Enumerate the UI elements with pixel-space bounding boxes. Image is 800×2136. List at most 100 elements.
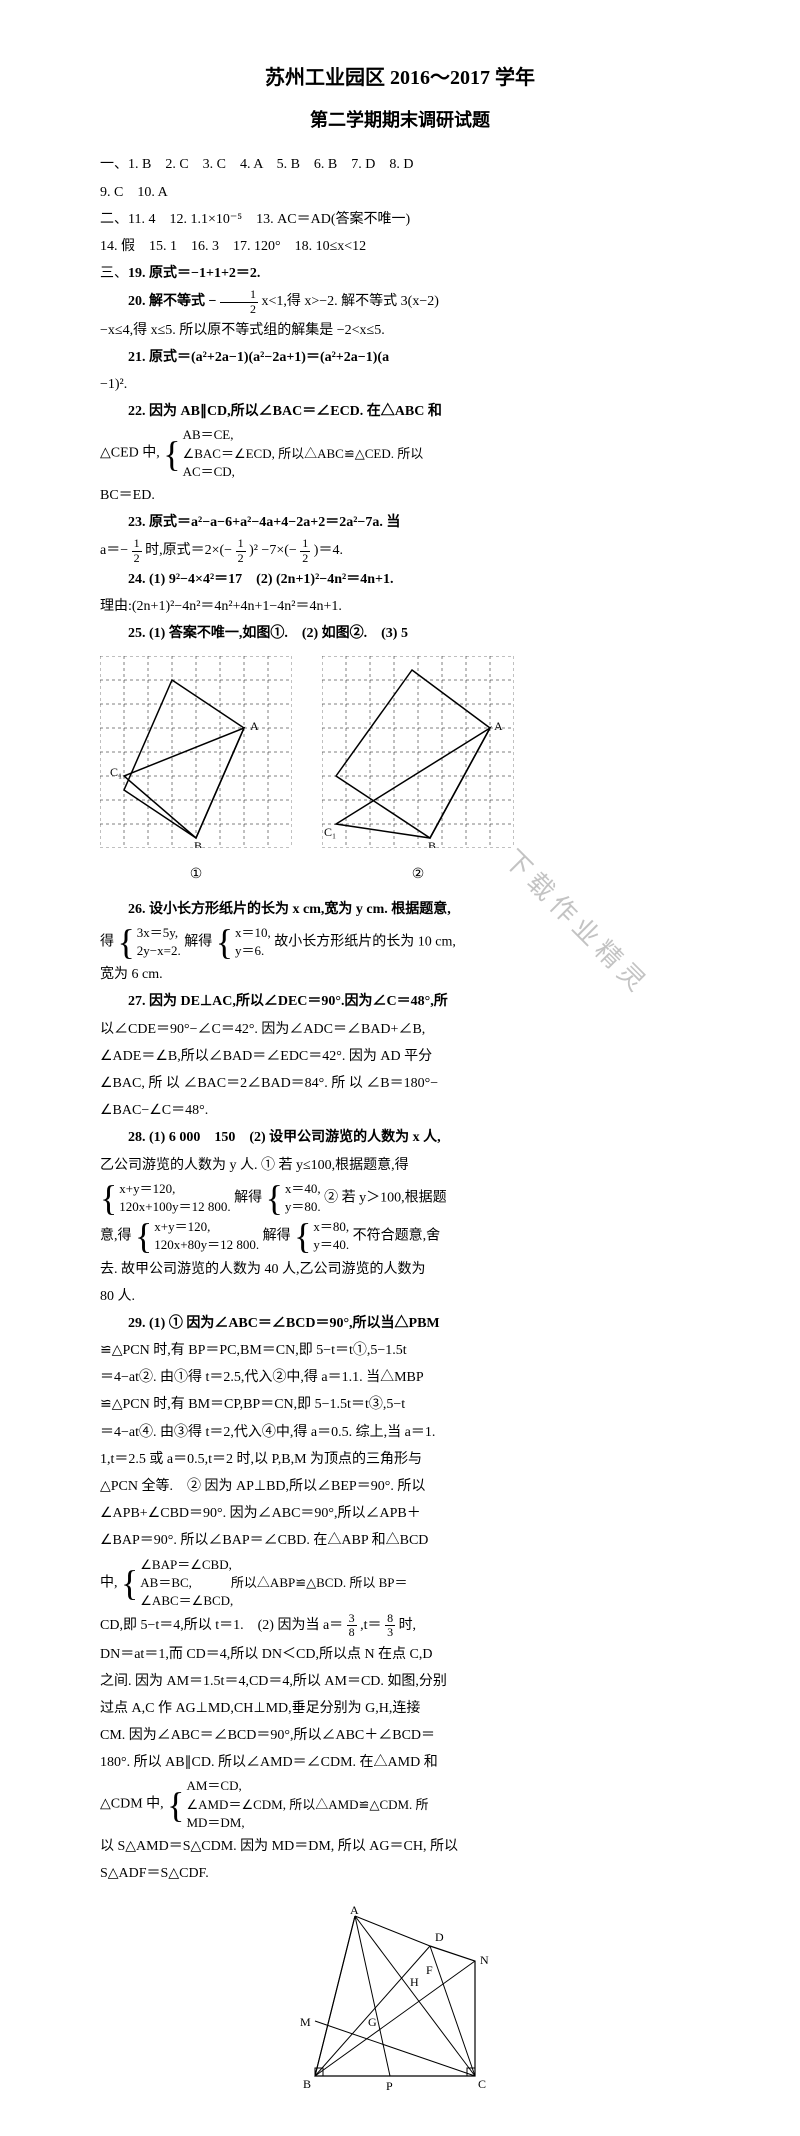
q29-b6: MD＝DM, bbox=[186, 1814, 428, 1832]
q22-line1: 22. 因为 AB∥CD,所以∠BAC＝∠ECD. 在△ABC 和 bbox=[100, 399, 700, 424]
section3-header: 三、 bbox=[100, 266, 128, 281]
q29-line15: CM. 因为∠ABC＝∠BCD＝90°,所以∠ABC＋∠BCD＝ bbox=[100, 1723, 700, 1748]
q27-line1: 27. 因为 DE⊥AC,所以∠DEC＝90°.因为∠C＝48°,所 bbox=[100, 989, 700, 1014]
den: 2 bbox=[132, 552, 142, 565]
q19: 19. 原式＝−1+1+2＝2. bbox=[128, 266, 260, 281]
q22-brace-line: △CED 中, { AB＝CE, ∠BAC＝∠ECD, 所以△ABC≌△CED.… bbox=[100, 426, 700, 481]
q29-line3: ＝4−at②. 由①得 t＝2.5,代入②中,得 a＝1.1. 当△MBP bbox=[100, 1365, 700, 1390]
section2-line2: 14. 假 15. 1 16. 3 17. 120° 18. 10≤x<12 bbox=[100, 234, 700, 259]
q27-t1: 27. 因为 DE⊥AC,所以∠DEC＝90°.因为∠C＝48°,所 bbox=[128, 994, 448, 1009]
brace-icon: { bbox=[163, 436, 180, 472]
q27-line4: ∠BAC, 所 以 ∠BAC＝2∠BAD＝84°. 所 以 ∠B＝180°− bbox=[100, 1071, 700, 1096]
q29-b3: ∠ABC＝∠BCD, bbox=[140, 1592, 407, 1610]
fig3-outline bbox=[315, 1916, 475, 2076]
q29-line13: 之间. 因为 AM＝1.5t＝4,CD＝4,所以 AM＝CD. 如图,分别 bbox=[100, 1669, 700, 1694]
q28-b1b: 120x+100y＝12 800. bbox=[119, 1198, 230, 1216]
q20-line2: −x≤4,得 x≤5. 所以原不等式组的解集是 −2<x≤5. bbox=[100, 318, 700, 343]
q29-br1: {∠BAP＝∠CBD,AB＝BC, 所以△ABP≌△BCD. 所以 BP＝∠AB… bbox=[121, 1556, 408, 1611]
q29-b2: AB＝BC, 所以△ABP≌△BCD. 所以 BP＝ bbox=[140, 1574, 407, 1592]
q28-mid3: 解得 bbox=[263, 1229, 291, 1244]
fig3-lA: A bbox=[350, 1906, 359, 1917]
q29-line6: 1,t＝2.5 或 a＝0.5,t＝2 时,以 P,B,M 为顶点的三角形与 bbox=[100, 1447, 700, 1472]
section1-header: 一、 bbox=[100, 157, 128, 172]
q29-line19: S△ADF＝S△CDF. bbox=[100, 1861, 700, 1886]
den: 2 bbox=[236, 552, 246, 565]
q29-t1: 29. (1) ① 因为∠ABC＝∠BCD＝90°,所以当△PBM bbox=[128, 1316, 440, 1331]
q29-l11a: CD,即 5−t＝4,所以 t＝1. (2) 因为当 a＝ bbox=[100, 1618, 343, 1633]
q29-line8: ∠APB+∠CBD＝90°. 因为∠ABC＝90°,所以∠APB＋ bbox=[100, 1501, 700, 1526]
frac-half-1: 12 bbox=[220, 288, 258, 315]
q29-line4: ≌△PCN 时,有 BM＝CP,BP＝CN,即 5−1.5t＝t③,5−t bbox=[100, 1392, 700, 1417]
q29-figure: A D N C P B M G H F bbox=[100, 1906, 700, 2096]
section2-header: 二、 bbox=[100, 212, 128, 227]
section1-line1: 一、1. B 2. C 3. C 4. A 5. B 6. B 7. D 8. … bbox=[100, 152, 700, 177]
q29-b4: AM＝CD, bbox=[186, 1777, 428, 1795]
q29-l11c: 时, bbox=[399, 1618, 417, 1633]
q20-b: x<1,得 x>−2. 解不等式 3(x−2) bbox=[261, 294, 438, 309]
q27-line3: ∠ADE＝∠B,所以∠BAD＝∠EDC＝42°. 因为 AD 平分 bbox=[100, 1044, 700, 1069]
frac-half-2: 12 bbox=[132, 537, 142, 564]
q22-line3: BC＝ED. bbox=[100, 483, 700, 508]
q22-b2: ∠BAC＝∠ECD, 所以△ABC≌△CED. 所以 bbox=[183, 445, 424, 463]
q23-c: )² −7×(− bbox=[249, 543, 300, 558]
q29-line7: △PCN 全等. ② 因为 AP⊥BD,所以∠BEP＝90°. 所以 bbox=[100, 1474, 700, 1499]
q28-l3pre: 意,得 bbox=[100, 1229, 132, 1244]
fig3-MD bbox=[315, 1946, 430, 2076]
q22-b1: AB＝CE, bbox=[183, 426, 424, 444]
q26-b2b: y＝6. bbox=[235, 942, 271, 960]
fig2-A: A bbox=[494, 719, 503, 733]
brace-icon: { bbox=[266, 1180, 283, 1216]
q22-b3: AC＝CD, bbox=[183, 463, 424, 481]
q24-line2: 理由:(2n+1)²−4n²＝4n²+4n+1−4n²＝4n+1. bbox=[100, 594, 700, 619]
q21-t1: 21. 原式＝(a²+2a−1)(a²−2a+1)＝(a²+2a−1)(a bbox=[128, 350, 389, 365]
fig3-lN: N bbox=[480, 1953, 489, 1967]
q28-br1: {x+y＝120,120x+100y＝12 800. bbox=[100, 1180, 231, 1216]
q25-figures: A B₁ C₁ ① A B₁ C₁ ② bbox=[100, 656, 700, 886]
q26-b1a: 3x＝5y, bbox=[137, 924, 181, 942]
q28-b4b: y＝40. bbox=[313, 1236, 349, 1254]
q29-l17pre: △CDM 中, bbox=[100, 1797, 164, 1812]
q27-line5: ∠BAC−∠C＝48°. bbox=[100, 1098, 700, 1123]
fig1-B: B₁ bbox=[194, 839, 206, 848]
fig1-quad bbox=[124, 680, 244, 838]
frac-half-4: 12 bbox=[300, 537, 310, 564]
section2-line1: 二、11. 4 12. 1.1×10⁻⁵ 13. AC＝AD(答案不唯一) bbox=[100, 207, 700, 232]
q28-mid2: ② 若 y＞100,根据题 bbox=[324, 1190, 447, 1205]
q22-brace: { AB＝CE, ∠BAC＝∠ECD, 所以△ABC≌△CED. 所以 AC＝C… bbox=[163, 426, 423, 481]
fig1-label: ① bbox=[100, 862, 292, 887]
q28-b2a: x＝40, bbox=[285, 1180, 321, 1198]
q23-b: 时,原式＝2×(− bbox=[145, 543, 235, 558]
fig2-label: ② bbox=[322, 862, 514, 887]
q29-line11: CD,即 5−t＝4,所以 t＝1. (2) 因为当 a＝ 38 ,t＝ 83 … bbox=[100, 1612, 700, 1639]
q28-br2: {x＝40,y＝80. bbox=[266, 1180, 321, 1216]
frac-half-3: 12 bbox=[236, 537, 246, 564]
fig3-lC: C bbox=[478, 2077, 486, 2091]
q22-pre: △CED 中, bbox=[100, 446, 160, 461]
fig3-lG: G bbox=[368, 2015, 377, 2029]
q23-line1: 23. 原式＝a²−a−6+a²−4a+4−2a+2＝2a²−7a. 当 bbox=[100, 510, 700, 535]
fig2-box: A B₁ C₁ ② bbox=[322, 656, 514, 886]
q26-t1: 26. 设小长方形纸片的长为 x cm,宽为 y cm. 根据题意, bbox=[128, 902, 451, 917]
q26-mid: 解得 bbox=[184, 934, 212, 949]
q29-brline2: △CDM 中, {AM＝CD,∠AMD＝∠CDM, 所以△AMD≌△CDM. 所… bbox=[100, 1777, 700, 1832]
q28-line4: 去. 故甲公司游览的人数为 40 人,乙公司游览的人数为 bbox=[100, 1257, 700, 1282]
q29-line9: ∠BAP＝90°. 所以∠BAP＝∠CBD. 在△ABP 和△BCD bbox=[100, 1528, 700, 1553]
q27-line2: 以∠CDE＝90°−∠C＝42°. 因为∠ADC＝∠BAD+∠B, bbox=[100, 1017, 700, 1042]
q29-line5: ＝4−at④. 由③得 t＝2,代入④中,得 a＝0.5. 综上,当 a＝1. bbox=[100, 1420, 700, 1445]
fig3-lM: M bbox=[300, 2015, 311, 2029]
frac-8-3: 83 bbox=[385, 1612, 395, 1639]
brace-icon: { bbox=[167, 1787, 184, 1823]
num: 1 bbox=[220, 288, 258, 302]
q21-line2: −1)². bbox=[100, 372, 700, 397]
q28-br3: {x+y＝120,120x+80y＝12 800. bbox=[135, 1218, 259, 1254]
q21-line1: 21. 原式＝(a²+2a−1)(a²−2a+1)＝(a²+2a−1)(a bbox=[100, 345, 700, 370]
q23-a: a＝− bbox=[100, 543, 132, 558]
fig1-A: A bbox=[250, 719, 259, 733]
fig3-lD: D bbox=[435, 1930, 444, 1944]
fig1-box: A B₁ C₁ ① bbox=[100, 656, 292, 886]
q23-line2: a＝− 12 时,原式＝2×(− 12 )² −7×(− 12 )＝4. bbox=[100, 537, 700, 564]
q20-a: 20. 解不等式 − bbox=[128, 294, 220, 309]
num: 8 bbox=[385, 1612, 395, 1626]
fig2-svg: A B₁ C₁ bbox=[322, 656, 514, 848]
num: 1 bbox=[236, 537, 246, 551]
